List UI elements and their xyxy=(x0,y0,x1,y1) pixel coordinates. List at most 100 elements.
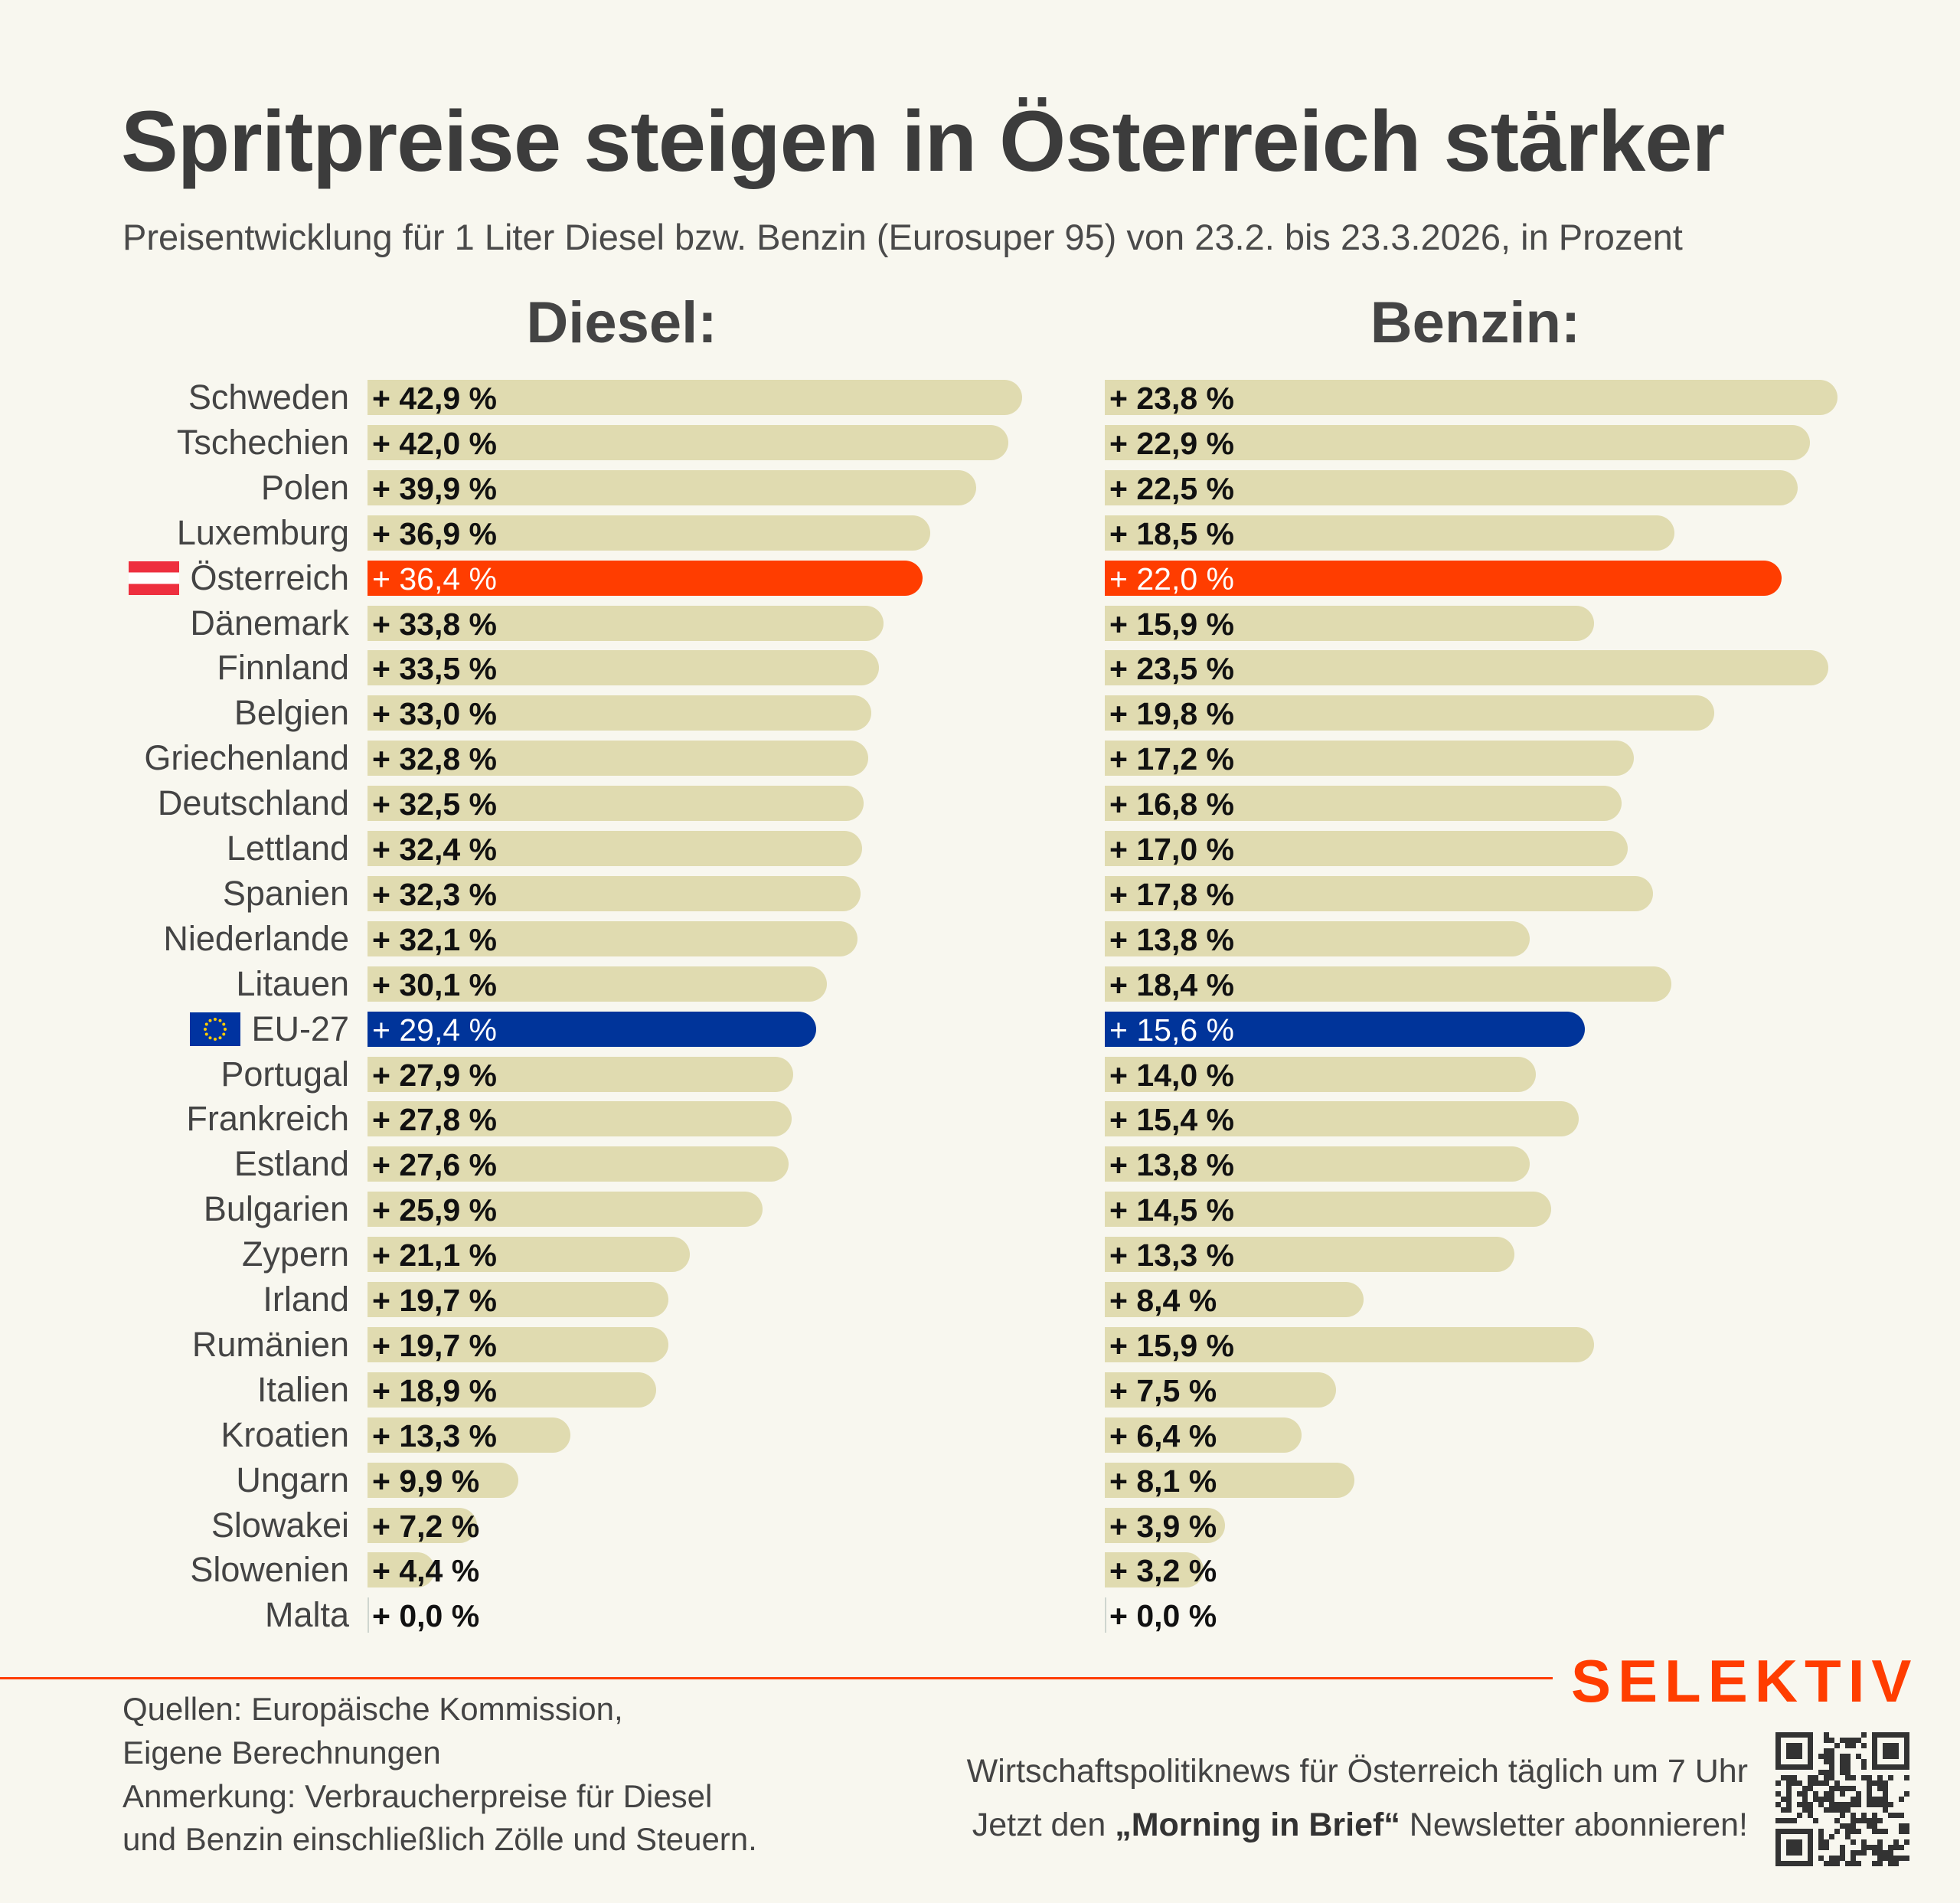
country-name: Zypern xyxy=(241,1234,349,1274)
diesel-bar xyxy=(368,1056,794,1092)
source-line: Quellen: Europäische Kommission, xyxy=(122,1691,623,1727)
qr-code-icon[interactable] xyxy=(1775,1732,1909,1866)
diesel-bar xyxy=(368,1146,789,1182)
diesel-bar xyxy=(368,1552,435,1588)
benzin-bar xyxy=(1105,1417,1302,1453)
benzin-bar xyxy=(1105,1597,1106,1633)
benzin-bar xyxy=(1105,875,1653,911)
benzin-bar xyxy=(1105,650,1828,686)
value-label: + 42,9 % xyxy=(372,381,497,416)
country-label: Griechenland xyxy=(144,736,349,780)
value-label: + 14,0 % xyxy=(1109,1057,1234,1093)
country-label: Dänemark xyxy=(190,601,349,646)
benzin-bar xyxy=(1105,605,1595,641)
value-label: + 33,8 % xyxy=(372,606,497,642)
benzin-bar xyxy=(1105,1192,1551,1228)
diesel-bar xyxy=(368,560,923,596)
note-line: und Benzin einschließlich Zölle und Steu… xyxy=(122,1821,757,1857)
country-name: Bulgarien xyxy=(203,1189,349,1229)
country-name: Slowenien xyxy=(190,1550,349,1590)
value-label: + 27,9 % xyxy=(372,1057,497,1093)
cta-text: Jetzt den xyxy=(972,1807,1116,1843)
country-name: Spanien xyxy=(222,873,349,913)
value-label: + 30,1 % xyxy=(372,966,497,1002)
promo-text: Wirtschaftspolitiknews für Österreich tä… xyxy=(966,1753,1748,1790)
country-name: Rumänien xyxy=(191,1324,349,1364)
diesel-bar xyxy=(368,695,871,731)
country-name: Frankreich xyxy=(186,1099,349,1139)
country-name: Tschechien xyxy=(176,422,349,462)
diesel-bar xyxy=(368,920,858,956)
value-label: + 22,9 % xyxy=(1109,425,1234,461)
value-label: + 36,4 % xyxy=(372,561,497,597)
country-label: Schweden xyxy=(188,375,349,420)
country-name: Slowakei xyxy=(211,1505,349,1545)
value-label: + 29,4 % xyxy=(372,1012,497,1048)
diesel-bar xyxy=(368,875,861,911)
newsletter-name: „Morning in Brief“ xyxy=(1115,1807,1400,1843)
benzin-bar xyxy=(1105,1326,1595,1362)
diesel-bar xyxy=(368,1282,668,1317)
cta-text: Newsletter abonnieren! xyxy=(1400,1807,1748,1843)
country-label: Irland xyxy=(263,1277,349,1322)
benzin-bar xyxy=(1105,831,1628,866)
country-label: Slowenien xyxy=(190,1548,349,1592)
benzin-bar xyxy=(1105,966,1671,1002)
country-label: Italien xyxy=(257,1368,349,1412)
diesel-bar xyxy=(368,1192,763,1228)
value-label: + 19,8 % xyxy=(1109,696,1234,732)
value-label: + 32,3 % xyxy=(372,876,497,912)
country-label: EU-27 xyxy=(190,1007,349,1051)
diesel-bar xyxy=(368,469,977,505)
value-label: + 27,8 % xyxy=(372,1102,497,1138)
country-name: Irland xyxy=(263,1280,349,1319)
diesel-bar xyxy=(368,1462,519,1498)
value-label: + 32,1 % xyxy=(372,921,497,957)
country-name: Polen xyxy=(260,467,349,507)
value-label: + 27,6 % xyxy=(372,1147,497,1183)
value-label: + 4,4 % xyxy=(372,1553,480,1589)
value-label: + 22,0 % xyxy=(1109,561,1234,597)
page-title: Spritpreise steigen in Österreich stärke… xyxy=(121,93,1725,189)
country-label: Ungarn xyxy=(236,1458,349,1502)
country-label: Malta xyxy=(265,1593,349,1637)
benzin-header: Benzin: xyxy=(1370,290,1581,355)
country-name: Litauen xyxy=(236,963,349,1003)
value-label: + 33,0 % xyxy=(372,696,497,732)
diesel-bar xyxy=(368,650,879,686)
country-label: Deutschland xyxy=(158,781,349,826)
benzin-bar xyxy=(1105,515,1674,551)
value-label: + 16,8 % xyxy=(1109,786,1234,822)
eu-flag-icon xyxy=(190,1012,241,1046)
benzin-bar xyxy=(1105,1282,1364,1317)
benzin-bar xyxy=(1105,741,1635,777)
newsletter-cta[interactable]: Jetzt den „Morning in Brief“ Newsletter … xyxy=(972,1807,1748,1844)
country-label: Slowakei xyxy=(211,1503,349,1548)
benzin-bar xyxy=(1105,920,1530,956)
country-name: Estland xyxy=(234,1144,349,1184)
value-label: + 9,9 % xyxy=(372,1463,480,1499)
country-label: Bulgarien xyxy=(204,1187,349,1231)
value-label: + 25,9 % xyxy=(372,1192,497,1228)
diesel-bar xyxy=(368,515,931,551)
country-name: Griechenland xyxy=(144,738,349,778)
country-name: Kroatien xyxy=(220,1414,349,1454)
country-label: Zypern xyxy=(242,1232,349,1277)
value-label: + 32,4 % xyxy=(372,832,497,867)
diesel-bar xyxy=(368,1417,571,1453)
country-name: Lettland xyxy=(226,829,349,868)
country-label: Frankreich xyxy=(186,1097,349,1141)
diesel-bar xyxy=(368,1011,816,1047)
diesel-bar xyxy=(368,605,884,641)
country-label: Luxemburg xyxy=(177,511,349,555)
benzin-bar xyxy=(1105,1372,1336,1408)
benzin-bar xyxy=(1105,1237,1514,1273)
value-label: + 0,0 % xyxy=(1109,1598,1217,1634)
value-label: + 17,8 % xyxy=(1109,876,1234,912)
country-label: Lettland xyxy=(227,826,349,871)
value-label: + 7,2 % xyxy=(372,1508,480,1544)
value-label: + 23,5 % xyxy=(1109,651,1234,687)
subtitle: Preisentwicklung für 1 Liter Diesel bzw.… xyxy=(122,217,1683,257)
austria-flag-icon xyxy=(129,561,180,595)
value-label: + 32,8 % xyxy=(372,741,497,777)
